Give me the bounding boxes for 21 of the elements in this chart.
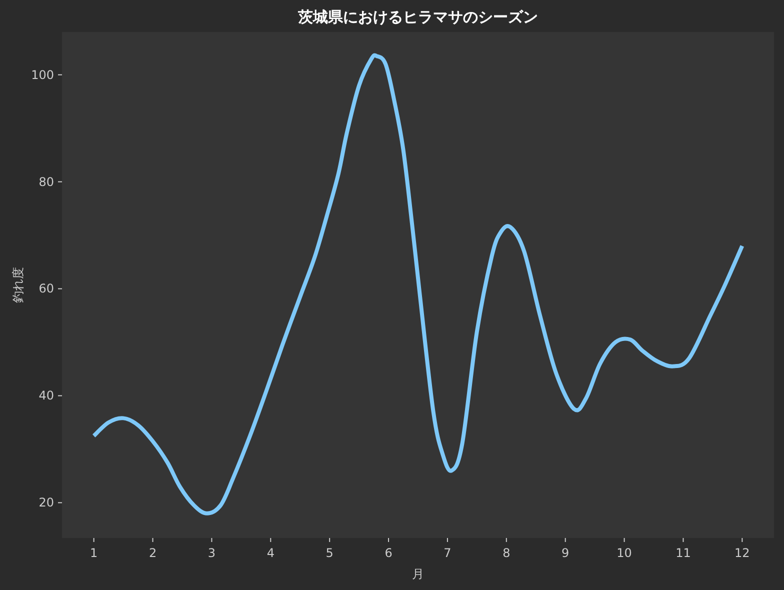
line-series [92,54,744,516]
chart-title: 茨城県におけるヒラマサのシーズン [297,8,538,26]
x-tick-label: 8 [502,546,510,560]
y-tick-label: 60 [38,282,54,296]
x-tick-label: 2 [148,546,157,560]
y-tick-label: 20 [38,496,54,510]
x-tick-label: 1 [90,546,98,560]
x-tick-label: 9 [562,546,570,560]
x-tick-label: 3 [208,546,216,560]
x-axis-title: 月 [412,567,424,581]
x-tick-label: 7 [444,546,452,560]
x-tick-label: 4 [266,546,274,560]
y-tick-label: 80 [38,174,54,189]
y-tick-label: 100 [31,68,54,82]
y-axis-title: 釣れ度 [11,267,25,303]
x-tick-label: 5 [326,546,334,560]
x-tick-label: 11 [676,546,691,560]
x-tick-label: 12 [734,546,750,560]
y-tick-label: 40 [38,388,54,403]
x-tick-label: 10 [616,546,632,560]
x-tick-label: 6 [384,546,392,560]
